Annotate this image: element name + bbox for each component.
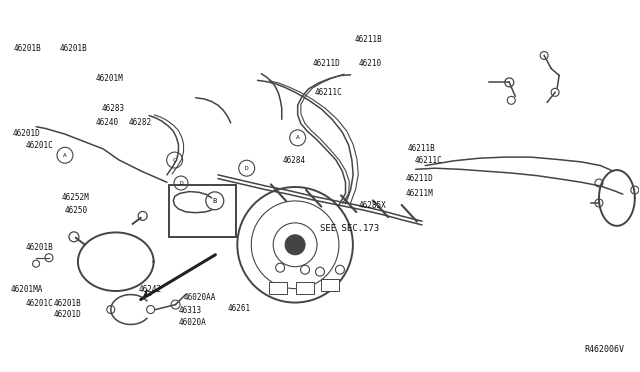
Text: R462006V: R462006V: [585, 344, 625, 353]
Bar: [168, 185, 236, 237]
Text: 46285X: 46285X: [358, 201, 386, 210]
Text: 46210: 46210: [358, 59, 381, 68]
Text: 46211B: 46211B: [408, 144, 436, 153]
Text: 46020A: 46020A: [179, 318, 206, 327]
FancyBboxPatch shape: [269, 282, 287, 294]
Text: 46313: 46313: [179, 306, 202, 315]
Text: 46211C: 46211C: [414, 156, 442, 165]
Text: D: D: [244, 166, 248, 171]
FancyBboxPatch shape: [296, 282, 314, 294]
Text: 46201B: 46201B: [26, 243, 53, 251]
Text: 46211M: 46211M: [406, 189, 434, 198]
Text: 46283: 46283: [102, 104, 125, 113]
Text: 46201C: 46201C: [26, 141, 53, 150]
Text: 46261: 46261: [228, 304, 251, 313]
Text: C: C: [173, 158, 177, 163]
Text: A: A: [296, 135, 300, 140]
Text: 46020AA: 46020AA: [184, 293, 216, 302]
Text: 46201D: 46201D: [54, 311, 81, 320]
Text: 46201M: 46201M: [95, 74, 124, 83]
Text: 46201B: 46201B: [60, 44, 88, 53]
Text: 46201B: 46201B: [54, 299, 81, 308]
Text: 46201B: 46201B: [14, 44, 42, 53]
Text: 46201MA: 46201MA: [11, 285, 43, 294]
Text: 46201C: 46201C: [26, 299, 53, 308]
Text: 46211B: 46211B: [355, 35, 383, 44]
Text: 46211D: 46211D: [406, 174, 434, 183]
Text: B: B: [212, 198, 217, 204]
Text: 46201D: 46201D: [13, 128, 40, 138]
Text: 46242: 46242: [138, 285, 161, 294]
Text: D: D: [179, 180, 183, 186]
Text: 46240: 46240: [95, 118, 118, 127]
Text: A: A: [63, 153, 67, 158]
Text: SEE SEC.173: SEE SEC.173: [320, 224, 379, 233]
FancyBboxPatch shape: [321, 279, 339, 291]
Text: 46211C: 46211C: [315, 88, 342, 97]
Text: 46250: 46250: [65, 206, 88, 215]
Text: 46282: 46282: [129, 118, 152, 127]
Text: 46252M: 46252M: [62, 193, 90, 202]
Text: 46211D: 46211D: [312, 59, 340, 68]
Text: 46284: 46284: [283, 155, 306, 164]
Circle shape: [285, 235, 305, 255]
